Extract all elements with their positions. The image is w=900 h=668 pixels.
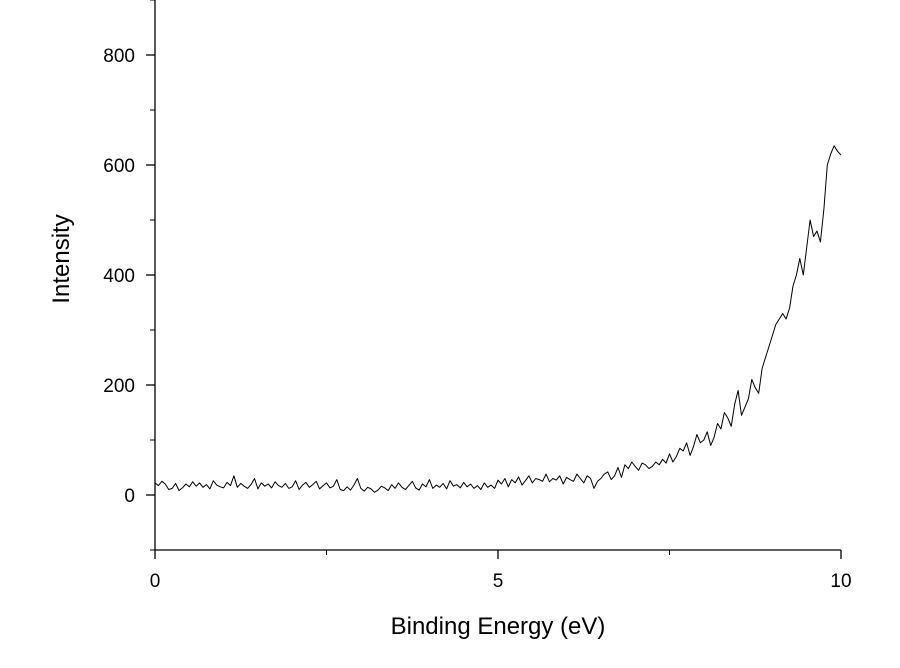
y-tick-label: 0 — [124, 486, 135, 507]
y-tick-label: 800 — [103, 46, 135, 67]
tick-labels: 0 200 400 600 800 0 5 10 — [103, 46, 851, 592]
y-tick-label: 200 — [103, 376, 135, 397]
ticks — [146, 0, 842, 559]
y-tick-label: 400 — [103, 266, 135, 287]
x-tick-label: 10 — [830, 571, 851, 592]
y-axis-title: Intensity — [48, 214, 75, 303]
plot-area — [154, 145, 842, 493]
axes — [154, 0, 841, 551]
x-tick-label: 5 — [493, 571, 504, 592]
x-tick-label: 0 — [150, 571, 161, 592]
series-line — [154, 145, 842, 493]
y-tick-label: 600 — [103, 156, 135, 177]
x-axis-title: Binding Energy (eV) — [391, 613, 606, 640]
